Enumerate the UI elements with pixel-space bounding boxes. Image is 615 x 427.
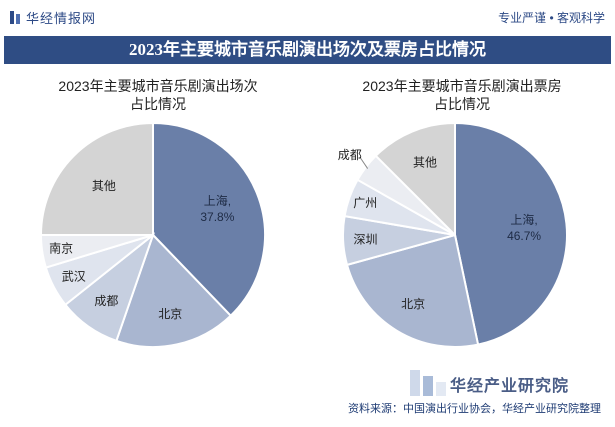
main-title: 2023年主要城市音乐剧演出场次及票房占比情况	[4, 36, 611, 64]
logo-icon	[10, 11, 20, 24]
top-bar: 华经情报网 专业严谨 • 客观科学	[0, 0, 615, 34]
slice-label: 武汉	[62, 270, 86, 284]
pie-slice	[39, 121, 154, 236]
slice-label: 成都	[94, 294, 118, 308]
slice-label: 成都	[338, 148, 362, 162]
chart-title-line: 占比情况	[130, 96, 186, 112]
pie-slice	[345, 233, 480, 348]
brand-name: 华经情报网	[26, 11, 97, 26]
chart-title-line: 占比情况	[434, 96, 490, 112]
slice-label: 北京	[158, 307, 182, 321]
slogan: 专业严谨 • 客观科学	[498, 11, 605, 25]
slice-label: 广州	[353, 196, 377, 210]
pie-slice	[374, 121, 456, 238]
slice-value-label: 46.7%	[507, 229, 541, 243]
watermark-brand: 华经产业研究院	[450, 378, 570, 395]
chart-title-line: 2023年主要城市音乐剧演出场次	[58, 78, 257, 94]
pie-slice	[152, 121, 266, 318]
slice-label: 南京	[49, 241, 73, 256]
slice-label: 深圳	[353, 233, 377, 247]
pie-slice	[454, 121, 568, 346]
slice-label: 上海,	[510, 212, 537, 227]
leader-line	[359, 156, 369, 169]
brand: 华经情报网	[10, 8, 96, 27]
slice-label: 其他	[92, 179, 116, 193]
watermark-logo-icon	[410, 370, 446, 396]
slice-label: 北京	[401, 297, 425, 311]
slice-value-label: 37.8%	[200, 210, 234, 224]
charts-area: 2023年主要城市音乐剧演出场次占比情况上海,37.8%北京成都武汉南京其他20…	[39, 78, 568, 348]
pie-slice	[115, 233, 233, 348]
slice-label: 上海,	[204, 193, 231, 208]
slice-label: 其他	[413, 156, 437, 170]
chart-title-line: 2023年主要城市音乐剧演出票房	[362, 78, 561, 94]
source-note: 资料来源：中国演出行业协会，华经产业研究院整理	[348, 403, 601, 415]
